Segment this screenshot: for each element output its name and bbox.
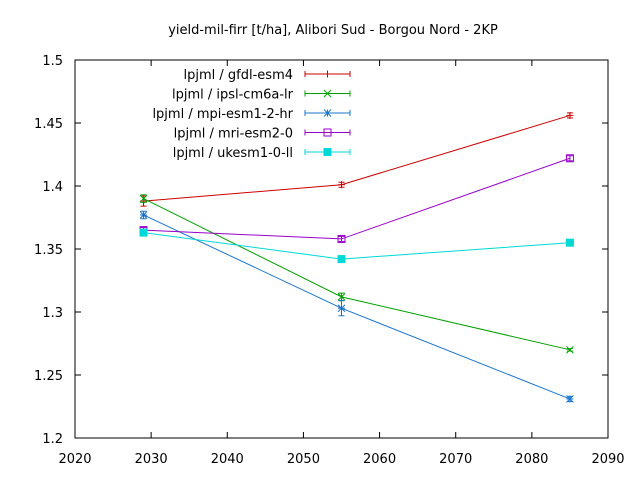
marker-stroke: [323, 109, 332, 117]
x-axis: 2020 2030 2040 2050 2060 2070 2080 2090: [58, 60, 625, 467]
x-tick-label: 2060: [363, 452, 396, 467]
legend-marker: [323, 148, 332, 156]
x-tick-label: 2020: [58, 452, 91, 467]
data-point: [139, 194, 148, 203]
legend-label: lpjml / ipsl-cm6a-lr: [172, 88, 294, 103]
y-tick-label: 1.45: [34, 117, 63, 132]
legend-marker: [323, 109, 332, 117]
x-tick-label: 2090: [591, 452, 624, 467]
y-tick-label: 1.5: [42, 54, 63, 69]
series-2: [139, 194, 574, 354]
y-tick-label: 1.4: [42, 180, 63, 195]
x-tick-label: 2050: [287, 452, 320, 467]
series-5: [139, 228, 574, 264]
data-point: [337, 304, 346, 313]
legend-label: lpjml / mpi-esm1-2-hr: [152, 107, 293, 122]
marker-stroke: [139, 194, 148, 203]
data-point: [566, 111, 574, 119]
legend-entry-3: lpjml / mpi-esm1-2-hr: [152, 107, 351, 122]
marker-shape: [337, 255, 346, 264]
series-line: [143, 232, 570, 260]
legend: lpjml / gfdl-esm4 lpjml / ipsl-cm6a-lr lpj…: [152, 68, 351, 161]
legend-entry-5: lpjml / ukesm1-0-ll: [173, 146, 351, 161]
legend-marker: [323, 89, 332, 98]
legend-label: lpjml / gfdl-esm4: [184, 68, 293, 83]
series-line: [143, 198, 571, 351]
data-point: [565, 238, 574, 247]
legend-label: lpjml / mri-esm2-0: [174, 127, 293, 142]
marker-shape: [323, 148, 332, 156]
series-3: [139, 210, 574, 403]
data-point: [565, 154, 574, 163]
series-line: [143, 214, 571, 400]
x-tick-label: 2030: [135, 452, 168, 467]
y-tick-label: 1.35: [34, 243, 63, 258]
marker-shape: [337, 234, 346, 243]
marker-shape: [565, 238, 574, 247]
marker-stroke: [323, 89, 332, 98]
series-line: [143, 157, 571, 240]
data-point: [337, 255, 346, 264]
data-point: [139, 228, 148, 237]
data-point: [337, 293, 346, 301]
series-layer: [139, 111, 574, 403]
data-point: [566, 395, 574, 403]
legend-marker: [324, 70, 331, 78]
x-tick-label: 2040: [211, 452, 244, 467]
marker-stroke: [139, 211, 148, 219]
legend-entry-1: lpjml / gfdl-esm4: [184, 68, 351, 83]
chart-title: yield-mil-firr [t/ha], Alibori Sud - Bor…: [168, 23, 498, 38]
marker-shape: [565, 154, 574, 163]
y-tick-label: 1.25: [34, 369, 63, 384]
y-tick-label: 1.2: [42, 432, 63, 447]
marker-stroke: [337, 304, 346, 313]
marker-shape: [323, 128, 332, 137]
data-point: [337, 234, 346, 243]
legend-entry-4: lpjml / mri-esm2-0: [174, 127, 351, 142]
marker-stroke: [566, 395, 574, 403]
x-tick-label: 2080: [515, 452, 548, 467]
marker-stroke: [566, 345, 574, 354]
x-tick-label: 2070: [439, 452, 472, 467]
data-point: [139, 211, 148, 219]
y-tick-label: 1.3: [42, 306, 63, 321]
marker-shape: [139, 228, 148, 237]
legend-entry-2: lpjml / ipsl-cm6a-lr: [172, 88, 351, 103]
data-point: [566, 345, 574, 354]
data-point: [338, 181, 345, 189]
marker-stroke: [337, 293, 346, 301]
legend-marker: [323, 128, 332, 137]
legend-label: lpjml / ukesm1-0-ll: [173, 146, 293, 161]
y-axis: 1.2 1.25 1.3 1.35 1.4 1.45 1.5: [34, 54, 608, 447]
